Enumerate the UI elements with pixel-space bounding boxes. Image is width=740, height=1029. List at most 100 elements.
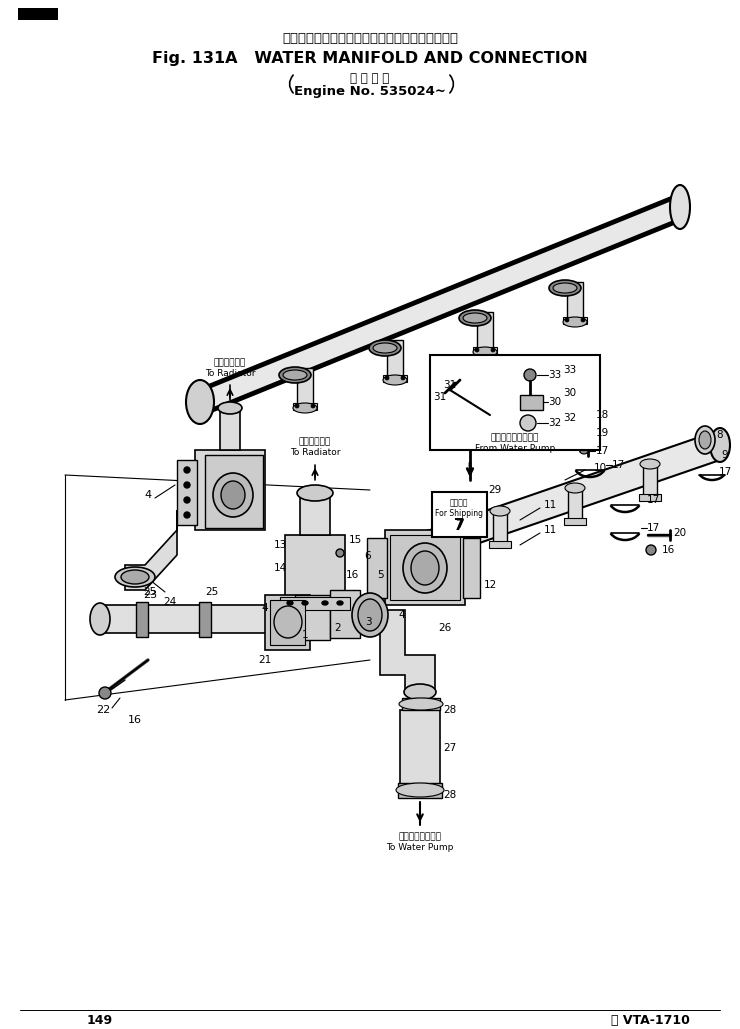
Ellipse shape — [115, 567, 155, 587]
Text: 29: 29 — [488, 485, 502, 495]
Text: 4: 4 — [399, 610, 406, 620]
Polygon shape — [398, 783, 442, 799]
Text: 運搬部品
For Shipping: 運搬部品 For Shipping — [435, 498, 483, 518]
Ellipse shape — [475, 348, 479, 352]
Text: 17: 17 — [646, 495, 659, 505]
Ellipse shape — [549, 280, 581, 296]
Ellipse shape — [695, 426, 715, 454]
Ellipse shape — [565, 483, 585, 493]
Ellipse shape — [274, 606, 302, 638]
Ellipse shape — [646, 545, 656, 555]
Polygon shape — [280, 597, 350, 610]
Ellipse shape — [337, 601, 343, 605]
Text: 3: 3 — [365, 617, 371, 627]
Ellipse shape — [302, 601, 308, 605]
Text: 17: 17 — [611, 460, 625, 470]
Ellipse shape — [524, 369, 536, 381]
Text: 32: 32 — [548, 418, 562, 428]
Ellipse shape — [404, 684, 436, 700]
Polygon shape — [375, 610, 435, 690]
Ellipse shape — [297, 485, 333, 501]
Polygon shape — [136, 602, 148, 637]
Polygon shape — [295, 595, 330, 640]
Text: 28: 28 — [443, 705, 457, 715]
Text: Ⓟ VTA-1710: Ⓟ VTA-1710 — [610, 1014, 690, 1027]
Polygon shape — [100, 605, 290, 633]
Text: 20: 20 — [673, 528, 687, 538]
Ellipse shape — [184, 467, 190, 473]
Text: 31: 31 — [434, 392, 447, 402]
Ellipse shape — [401, 376, 405, 380]
Polygon shape — [430, 430, 720, 560]
Polygon shape — [265, 595, 310, 650]
Polygon shape — [270, 600, 305, 645]
Ellipse shape — [121, 570, 149, 584]
Polygon shape — [639, 494, 661, 501]
Text: 15: 15 — [349, 535, 362, 545]
Ellipse shape — [580, 430, 588, 436]
Text: Fig. 131A   WATER MANIFOLD AND CONNECTION: Fig. 131A WATER MANIFOLD AND CONNECTION — [152, 50, 588, 66]
Text: 21: 21 — [258, 655, 272, 665]
Text: 7: 7 — [454, 519, 464, 533]
Polygon shape — [199, 602, 211, 637]
Polygon shape — [383, 375, 407, 382]
Polygon shape — [300, 495, 330, 535]
Ellipse shape — [218, 402, 242, 414]
Text: 25: 25 — [206, 587, 218, 597]
Ellipse shape — [352, 593, 388, 637]
Polygon shape — [567, 282, 583, 320]
Text: 23: 23 — [143, 590, 157, 600]
Polygon shape — [293, 403, 317, 410]
Ellipse shape — [213, 473, 253, 517]
Text: 10: 10 — [593, 463, 607, 473]
Text: 5: 5 — [377, 570, 383, 580]
Text: 2: 2 — [334, 623, 341, 633]
Polygon shape — [18, 8, 58, 20]
Polygon shape — [489, 541, 511, 548]
Ellipse shape — [186, 380, 214, 424]
Text: 4: 4 — [262, 603, 269, 613]
Text: 32: 32 — [563, 413, 576, 423]
Text: 12: 12 — [483, 580, 497, 590]
Text: 33: 33 — [548, 370, 562, 380]
Polygon shape — [390, 535, 460, 600]
Polygon shape — [400, 710, 440, 785]
Text: 24: 24 — [164, 597, 177, 607]
Ellipse shape — [459, 310, 491, 326]
Text: Engine No. 535024~: Engine No. 535024~ — [294, 85, 446, 99]
Ellipse shape — [490, 506, 510, 516]
Text: 25: 25 — [144, 587, 157, 597]
Polygon shape — [387, 340, 403, 378]
Ellipse shape — [670, 185, 690, 229]
Ellipse shape — [422, 530, 438, 560]
Text: 22: 22 — [96, 705, 110, 715]
Polygon shape — [520, 395, 543, 410]
Text: 16: 16 — [128, 715, 142, 725]
Text: 1: 1 — [302, 630, 309, 640]
Ellipse shape — [293, 403, 317, 413]
Text: 17: 17 — [646, 523, 659, 533]
Text: 適 用 号 機: 適 用 号 機 — [350, 71, 390, 84]
Text: 19: 19 — [596, 428, 608, 438]
Polygon shape — [297, 368, 313, 406]
Polygon shape — [330, 590, 360, 638]
Polygon shape — [177, 460, 197, 525]
Polygon shape — [205, 455, 263, 528]
Ellipse shape — [580, 412, 588, 418]
Ellipse shape — [221, 481, 245, 509]
Text: ウォータポンプから
From Water Pump: ウォータポンプから From Water Pump — [475, 433, 555, 453]
Ellipse shape — [358, 599, 382, 631]
Ellipse shape — [396, 783, 444, 797]
Text: 16: 16 — [346, 570, 359, 580]
Polygon shape — [643, 466, 657, 498]
Text: 26: 26 — [438, 623, 451, 633]
Polygon shape — [385, 530, 465, 605]
Text: 9: 9 — [722, 450, 728, 460]
Text: 27: 27 — [443, 743, 457, 753]
Text: 13: 13 — [273, 540, 286, 549]
Text: 7: 7 — [454, 519, 463, 532]
Polygon shape — [220, 410, 240, 450]
Polygon shape — [563, 317, 587, 324]
Ellipse shape — [565, 318, 569, 322]
Ellipse shape — [311, 404, 315, 409]
